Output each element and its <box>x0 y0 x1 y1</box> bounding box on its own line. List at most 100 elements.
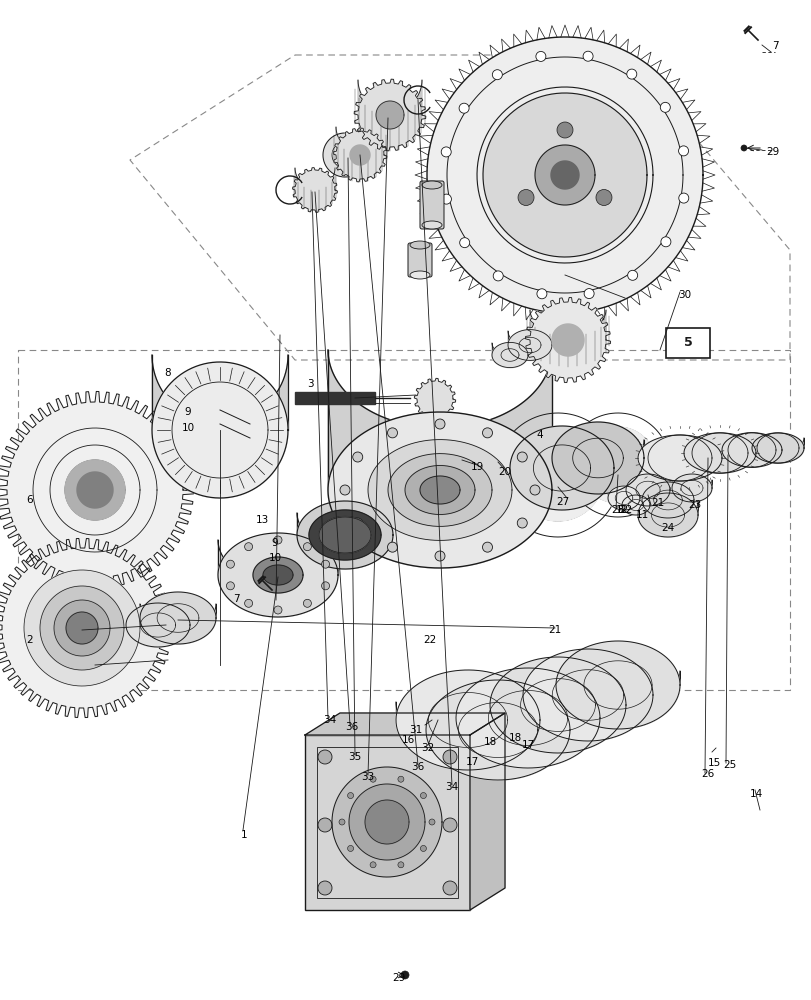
Polygon shape <box>375 101 404 129</box>
Circle shape <box>397 862 403 868</box>
Text: 16: 16 <box>401 735 414 745</box>
Polygon shape <box>0 538 171 718</box>
Circle shape <box>556 122 573 138</box>
Circle shape <box>435 551 444 561</box>
Polygon shape <box>152 355 288 498</box>
Circle shape <box>595 190 611 206</box>
Polygon shape <box>54 600 109 656</box>
Polygon shape <box>456 668 599 768</box>
Polygon shape <box>24 570 139 686</box>
Polygon shape <box>534 145 594 205</box>
Polygon shape <box>543 109 585 151</box>
Circle shape <box>318 750 332 764</box>
Ellipse shape <box>422 181 441 189</box>
Polygon shape <box>388 454 491 526</box>
Circle shape <box>517 190 534 206</box>
Polygon shape <box>683 439 755 473</box>
Circle shape <box>352 518 363 528</box>
Circle shape <box>459 238 469 248</box>
Polygon shape <box>637 440 721 481</box>
Circle shape <box>303 599 311 607</box>
Polygon shape <box>530 310 605 364</box>
Polygon shape <box>253 555 303 593</box>
Circle shape <box>740 145 746 151</box>
Polygon shape <box>556 641 679 729</box>
Ellipse shape <box>410 241 430 249</box>
Circle shape <box>321 582 329 590</box>
Polygon shape <box>323 133 367 177</box>
Polygon shape <box>621 495 649 515</box>
Text: 1: 1 <box>240 830 247 840</box>
Circle shape <box>659 102 670 112</box>
Text: 36: 36 <box>345 722 358 732</box>
Polygon shape <box>637 501 697 537</box>
Polygon shape <box>556 671 679 729</box>
Polygon shape <box>333 128 386 182</box>
Polygon shape <box>414 378 455 420</box>
Circle shape <box>318 818 332 832</box>
Polygon shape <box>751 438 803 463</box>
Polygon shape <box>512 429 603 521</box>
Polygon shape <box>294 392 375 404</box>
Polygon shape <box>263 565 293 585</box>
Polygon shape <box>721 438 781 467</box>
Text: 6: 6 <box>27 495 33 505</box>
Polygon shape <box>350 145 370 165</box>
Text: 27: 27 <box>556 497 569 507</box>
Polygon shape <box>491 343 527 368</box>
Polygon shape <box>426 712 569 780</box>
Polygon shape <box>504 177 546 218</box>
Text: 17: 17 <box>521 740 534 750</box>
Circle shape <box>443 750 457 764</box>
Text: 20: 20 <box>498 467 511 477</box>
Circle shape <box>536 289 547 299</box>
Polygon shape <box>217 540 337 617</box>
Text: 2: 2 <box>27 635 33 645</box>
Polygon shape <box>551 324 583 356</box>
Circle shape <box>370 776 375 782</box>
Text: 12: 12 <box>615 505 628 515</box>
Polygon shape <box>551 161 578 189</box>
Text: 17: 17 <box>465 757 478 767</box>
Circle shape <box>482 542 492 552</box>
Polygon shape <box>349 784 424 860</box>
Circle shape <box>340 485 350 495</box>
Polygon shape <box>332 767 441 877</box>
Polygon shape <box>522 649 652 741</box>
Polygon shape <box>607 486 639 510</box>
Polygon shape <box>40 586 124 670</box>
Text: 32: 32 <box>421 743 434 753</box>
Polygon shape <box>396 702 539 770</box>
Text: 10: 10 <box>268 553 281 563</box>
Circle shape <box>347 845 353 851</box>
Polygon shape <box>139 604 216 644</box>
Polygon shape <box>751 433 803 463</box>
Polygon shape <box>305 713 504 735</box>
Circle shape <box>321 560 329 568</box>
Text: 34: 34 <box>323 715 337 725</box>
Polygon shape <box>297 501 393 569</box>
Text: 9: 9 <box>272 538 278 548</box>
Circle shape <box>370 862 375 868</box>
Text: 21: 21 <box>547 625 561 635</box>
Polygon shape <box>483 93 646 257</box>
Circle shape <box>492 271 503 281</box>
Circle shape <box>443 818 457 832</box>
Text: 9: 9 <box>184 407 191 417</box>
Text: 29: 29 <box>766 147 779 157</box>
Circle shape <box>226 560 234 568</box>
Polygon shape <box>152 362 288 498</box>
Polygon shape <box>625 480 669 506</box>
Circle shape <box>420 845 426 851</box>
Circle shape <box>482 428 492 438</box>
Text: 7: 7 <box>233 594 239 604</box>
Text: 4: 4 <box>536 430 543 440</box>
Polygon shape <box>297 513 393 569</box>
Polygon shape <box>508 330 551 360</box>
Text: 22: 22 <box>423 635 436 645</box>
Polygon shape <box>489 657 625 753</box>
Text: 24: 24 <box>661 523 674 533</box>
Text: 19: 19 <box>470 462 483 472</box>
FancyBboxPatch shape <box>407 243 431 277</box>
Text: 3: 3 <box>307 379 313 389</box>
